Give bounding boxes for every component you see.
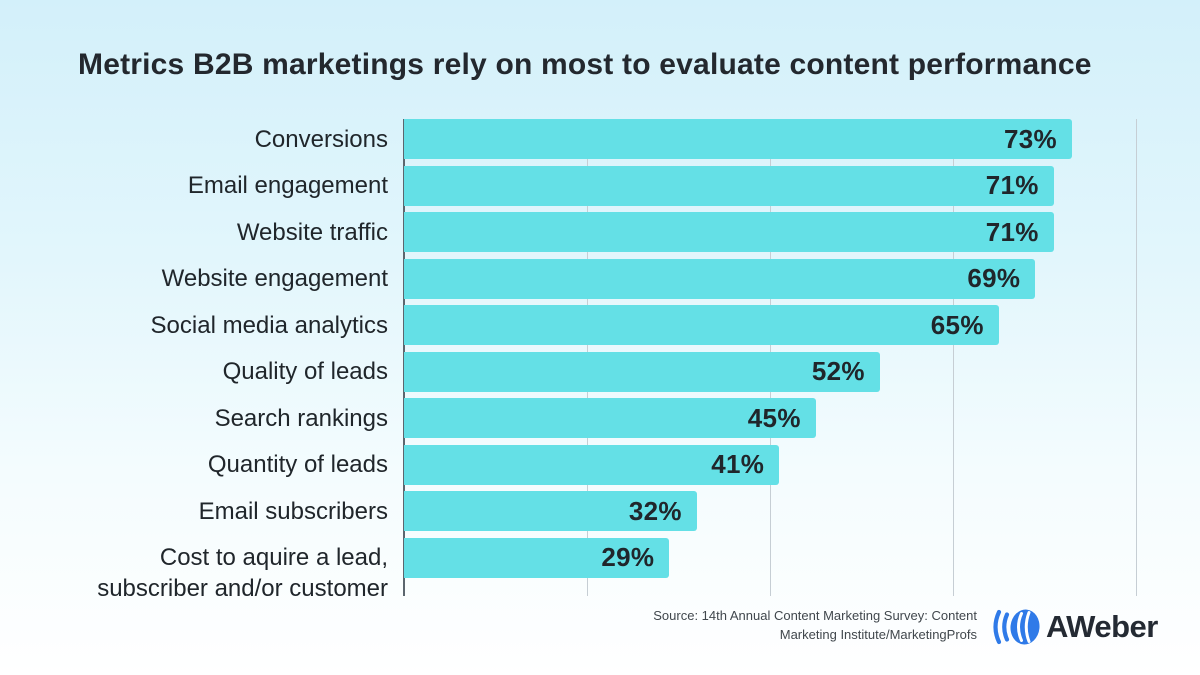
- bar-value-label: 71%: [985, 170, 1039, 200]
- bar: 71%: [404, 212, 1054, 252]
- bar-row: 69%: [404, 258, 1136, 299]
- source-line-1: Source: 14th Annual Content Marketing Su…: [653, 608, 977, 623]
- bar: 29%: [404, 537, 670, 578]
- category-label: Cost to aquire a lead, subscriber and/or…: [97, 543, 388, 602]
- source-line-2: Marketing Institute/MarketingProfs: [779, 627, 977, 642]
- category-label: Social media analytics: [150, 311, 388, 339]
- bar-value-label: 65%: [930, 309, 984, 340]
- bar-value-label: 29%: [601, 542, 655, 572]
- bar-value-label: 41%: [711, 449, 765, 479]
- category-label: Quality of leads: [222, 358, 388, 385]
- bar: 65%: [404, 305, 999, 345]
- category-label: Website engagement: [161, 265, 388, 292]
- gridline: [1136, 119, 1137, 596]
- bar-row: 41%: [404, 444, 1136, 485]
- bar-row: 71%: [404, 212, 1136, 252]
- category-label: Website traffic: [236, 218, 388, 246]
- bar-value-label: 69%: [967, 263, 1021, 293]
- category-label: Email engagement: [187, 172, 388, 199]
- bar-value-label: 73%: [1003, 123, 1057, 154]
- category-label: Conversions: [254, 125, 388, 153]
- bar-row: 32%: [404, 491, 1136, 531]
- bar-value-label: 52%: [811, 356, 865, 386]
- bar: 41%: [404, 444, 780, 485]
- aweber-logo: AWeber: [990, 604, 1158, 650]
- bar: 71%: [404, 165, 1054, 206]
- chart-title: Metrics B2B marketings rely on most to e…: [78, 48, 1092, 81]
- bar-row: 45%: [404, 398, 1136, 438]
- category-label: Search rankings: [214, 404, 388, 432]
- bar-chart: 73% 71% 71% 69% 65% 52% 45% 41% 32% 29%: [403, 119, 1137, 596]
- category-label: Email subscribers: [198, 497, 388, 525]
- bar: 45%: [404, 398, 816, 438]
- category-label: Quantity of leads: [207, 451, 388, 478]
- bars-layer: 73% 71% 71% 69% 65% 52% 45% 41% 32% 29%: [404, 119, 1136, 584]
- aweber-logo-text: AWeber: [1046, 609, 1158, 644]
- bar: 73%: [404, 119, 1072, 159]
- bar: 52%: [404, 351, 880, 392]
- bar-row: 73%: [404, 119, 1136, 159]
- bar-row: 29%: [404, 537, 1136, 578]
- bar-value-label: 32%: [628, 495, 682, 526]
- bar-value-label: 45%: [747, 402, 801, 433]
- aweber-arcs-icon: [990, 604, 1044, 650]
- bar: 69%: [404, 258, 1036, 299]
- source-credit: Source: 14th Annual Content Marketing Su…: [653, 606, 977, 644]
- gridline: [953, 119, 954, 596]
- category-labels: Conversions Email engagement Website traff…: [40, 119, 388, 602]
- bar-row: 65%: [404, 305, 1136, 345]
- bar-row: 52%: [404, 351, 1136, 392]
- bar-row: 71%: [404, 165, 1136, 206]
- bar: 32%: [404, 491, 697, 531]
- bar-value-label: 71%: [985, 216, 1039, 247]
